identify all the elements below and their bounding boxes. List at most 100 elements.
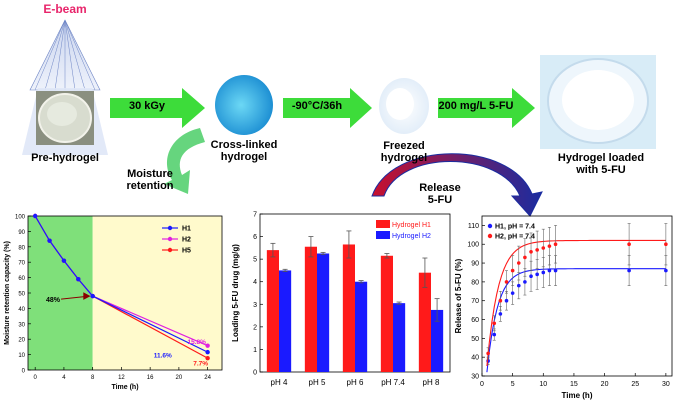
y-tick-label: 100 bbox=[467, 242, 479, 249]
legend-swatch bbox=[376, 231, 390, 239]
point-H1 bbox=[61, 258, 67, 263]
point-h2 bbox=[492, 321, 497, 326]
point-H1 bbox=[47, 238, 52, 243]
point-h2 bbox=[510, 268, 515, 273]
point-h1 bbox=[541, 270, 546, 275]
bar-h2 bbox=[431, 309, 444, 372]
point-h1 bbox=[492, 332, 497, 337]
y-tick-label: 4 bbox=[253, 279, 257, 286]
moisture-arrow bbox=[164, 128, 205, 194]
point-h1 bbox=[664, 268, 668, 273]
point-h2 bbox=[529, 249, 533, 254]
arrow-load-5fu bbox=[438, 88, 535, 128]
y-tick-label: 70 bbox=[471, 298, 479, 305]
legend-swatch bbox=[376, 220, 390, 228]
loaded-hydrogel-photo bbox=[540, 55, 656, 149]
freezed-label: Freezed hydrogel bbox=[380, 140, 428, 165]
point-h1 bbox=[504, 298, 509, 303]
point-H1 bbox=[76, 276, 81, 282]
point-h2 bbox=[541, 246, 546, 250]
annotation-h5: 7.7% bbox=[193, 360, 208, 367]
point-h2 bbox=[627, 242, 631, 247]
moisture-chart: 0 10 20 30 40 50 60 70 80 90 100 0 4 8 12 16 20 24 Time (h… bbox=[4, 213, 223, 391]
x-tick-label: 15 bbox=[570, 381, 578, 388]
x-category-label: pH 7.4 bbox=[381, 378, 405, 387]
release-chart: 30 40 50 60 70 80 90 100 110 0 5 10 15 20 25 30 Time (h)… bbox=[454, 215, 673, 400]
x-tick-label: 25 bbox=[631, 381, 639, 388]
bar-h2 bbox=[317, 253, 330, 372]
y-tick-label: 110 bbox=[468, 223, 479, 230]
y-tick-label: 30 bbox=[471, 374, 479, 381]
y-tick-label: 2 bbox=[253, 324, 257, 331]
release-arrow-label: Release 5-FU bbox=[419, 182, 461, 207]
x-tick-label: 16 bbox=[147, 375, 154, 381]
legend-marker bbox=[167, 247, 173, 253]
annotation-48: 48% bbox=[46, 297, 61, 304]
y-tick-label: 90 bbox=[18, 230, 25, 236]
y-tick-label: 40 bbox=[471, 355, 479, 362]
point-h1 bbox=[516, 283, 521, 288]
point-H1 bbox=[90, 293, 95, 299]
bar-h2 bbox=[355, 281, 368, 372]
x-tick-label: 24 bbox=[204, 375, 211, 381]
bar-h1 bbox=[342, 244, 355, 372]
point-h1 bbox=[523, 280, 527, 284]
point-H1 bbox=[205, 349, 210, 355]
x-tick-label: 20 bbox=[601, 381, 609, 388]
y-tick-label: 0 bbox=[253, 370, 257, 377]
point-h1 bbox=[627, 268, 631, 273]
point-h2 bbox=[553, 242, 558, 247]
crosslinked-hydrogel-photo bbox=[212, 74, 276, 140]
point-h2 bbox=[535, 248, 539, 252]
bar-h1 bbox=[418, 272, 431, 372]
y-tick-label: 1 bbox=[253, 347, 257, 354]
x-tick-label: 10 bbox=[539, 381, 547, 388]
x-tick-label: 8 bbox=[91, 375, 95, 381]
y-tick-label: 80 bbox=[471, 279, 479, 286]
y-tick-label: 80 bbox=[18, 245, 25, 251]
y-tick-label: 6 bbox=[253, 234, 257, 241]
legend-marker bbox=[487, 223, 493, 229]
legend-marker bbox=[167, 225, 173, 231]
annotation-arrowhead bbox=[83, 292, 91, 300]
y-tick-label: 20 bbox=[18, 338, 25, 344]
series-line-H1 bbox=[34, 215, 208, 353]
point-h2 bbox=[498, 298, 503, 303]
y-tick-label: 60 bbox=[471, 317, 479, 324]
arrow3-label: 200 mg/L 5-FU bbox=[438, 100, 514, 112]
x-tick-label: 5 bbox=[511, 381, 515, 388]
point-h2 bbox=[504, 280, 509, 284]
x-category-label: pH 5 bbox=[309, 378, 326, 387]
legend-label: H5 bbox=[182, 248, 191, 255]
plot-frame bbox=[481, 215, 673, 377]
pre-hydrogel-photo bbox=[36, 91, 94, 145]
x-tick-label: 20 bbox=[176, 375, 183, 381]
arrow-30kgy bbox=[110, 88, 205, 128]
fit-curve-h1 bbox=[486, 268, 666, 373]
y-tick-label: 7 bbox=[253, 212, 257, 219]
crosslinked-label: Cross-linked hydrogel bbox=[210, 139, 278, 164]
loading-chart: 0 1 2 3 4 5 6 7 Loading 5-FU drug (mg/g) pH 4 pH 5… bbox=[231, 212, 451, 387]
y-tick-label: 0 bbox=[22, 369, 26, 375]
point-H5 bbox=[205, 355, 210, 361]
x-tick-label: 30 bbox=[662, 381, 670, 388]
x-axis-label: Time (h) bbox=[111, 384, 138, 391]
y-tick-label: 10 bbox=[18, 353, 25, 359]
y-tick-label: 60 bbox=[18, 276, 25, 282]
loaded-label: Hydrogel loaded with 5-FU bbox=[557, 152, 645, 177]
y-axis-label: Moisture retention capacity (%) bbox=[4, 241, 11, 345]
arrow2-label: -90°C/36h bbox=[291, 100, 343, 112]
y-tick-label: 70 bbox=[18, 261, 25, 267]
y-tick-label: 5 bbox=[253, 257, 257, 264]
x-category-label: pH 8 bbox=[423, 378, 440, 387]
legend-marker bbox=[167, 236, 173, 242]
arrow-freeze bbox=[283, 88, 372, 128]
x-tick-label: 0 bbox=[34, 375, 38, 381]
point-h2 bbox=[547, 244, 552, 248]
y-tick-label: 3 bbox=[253, 302, 257, 309]
y-tick-label: 50 bbox=[471, 336, 479, 343]
x-category-label: pH 6 bbox=[347, 378, 364, 387]
x-tick-label: 4 bbox=[62, 375, 66, 381]
point-h1 bbox=[553, 268, 558, 273]
point-h1 bbox=[529, 274, 533, 279]
